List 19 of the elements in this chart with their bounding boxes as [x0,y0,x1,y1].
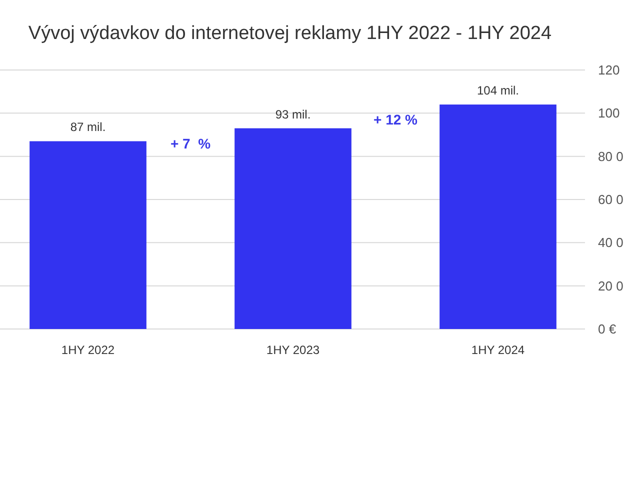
y-tick-label: 20 0 [598,278,624,294]
y-tick-label: 60 0 [598,192,624,208]
y-tick-label: 80 0 [598,148,624,164]
bar [440,104,556,329]
bar [234,128,352,329]
annotation: + 7 % [170,135,212,152]
x-tick-label: 1HY 2023 [266,343,320,357]
y-tick-label: 120 [598,62,620,78]
x-tick-label: 1HY 2022 [61,343,115,357]
annotation: + 12 % [374,112,418,128]
data-label: 104 mil. [476,84,520,98]
y-tick-label: 40 0 [598,235,624,250]
data-label: 93 mil. [275,107,311,122]
data-label: 87 mil. [70,120,106,134]
chart-title: Vývoj výdavkov do internetovej reklamy 1HY 2022 - 1HY 2024 [28,23,552,44]
x-tick-label: 1HY 2024 [471,343,525,357]
bar [30,141,146,329]
y-tick-label: 0 € [598,322,617,337]
y-tick-label: 100 [598,106,620,121]
